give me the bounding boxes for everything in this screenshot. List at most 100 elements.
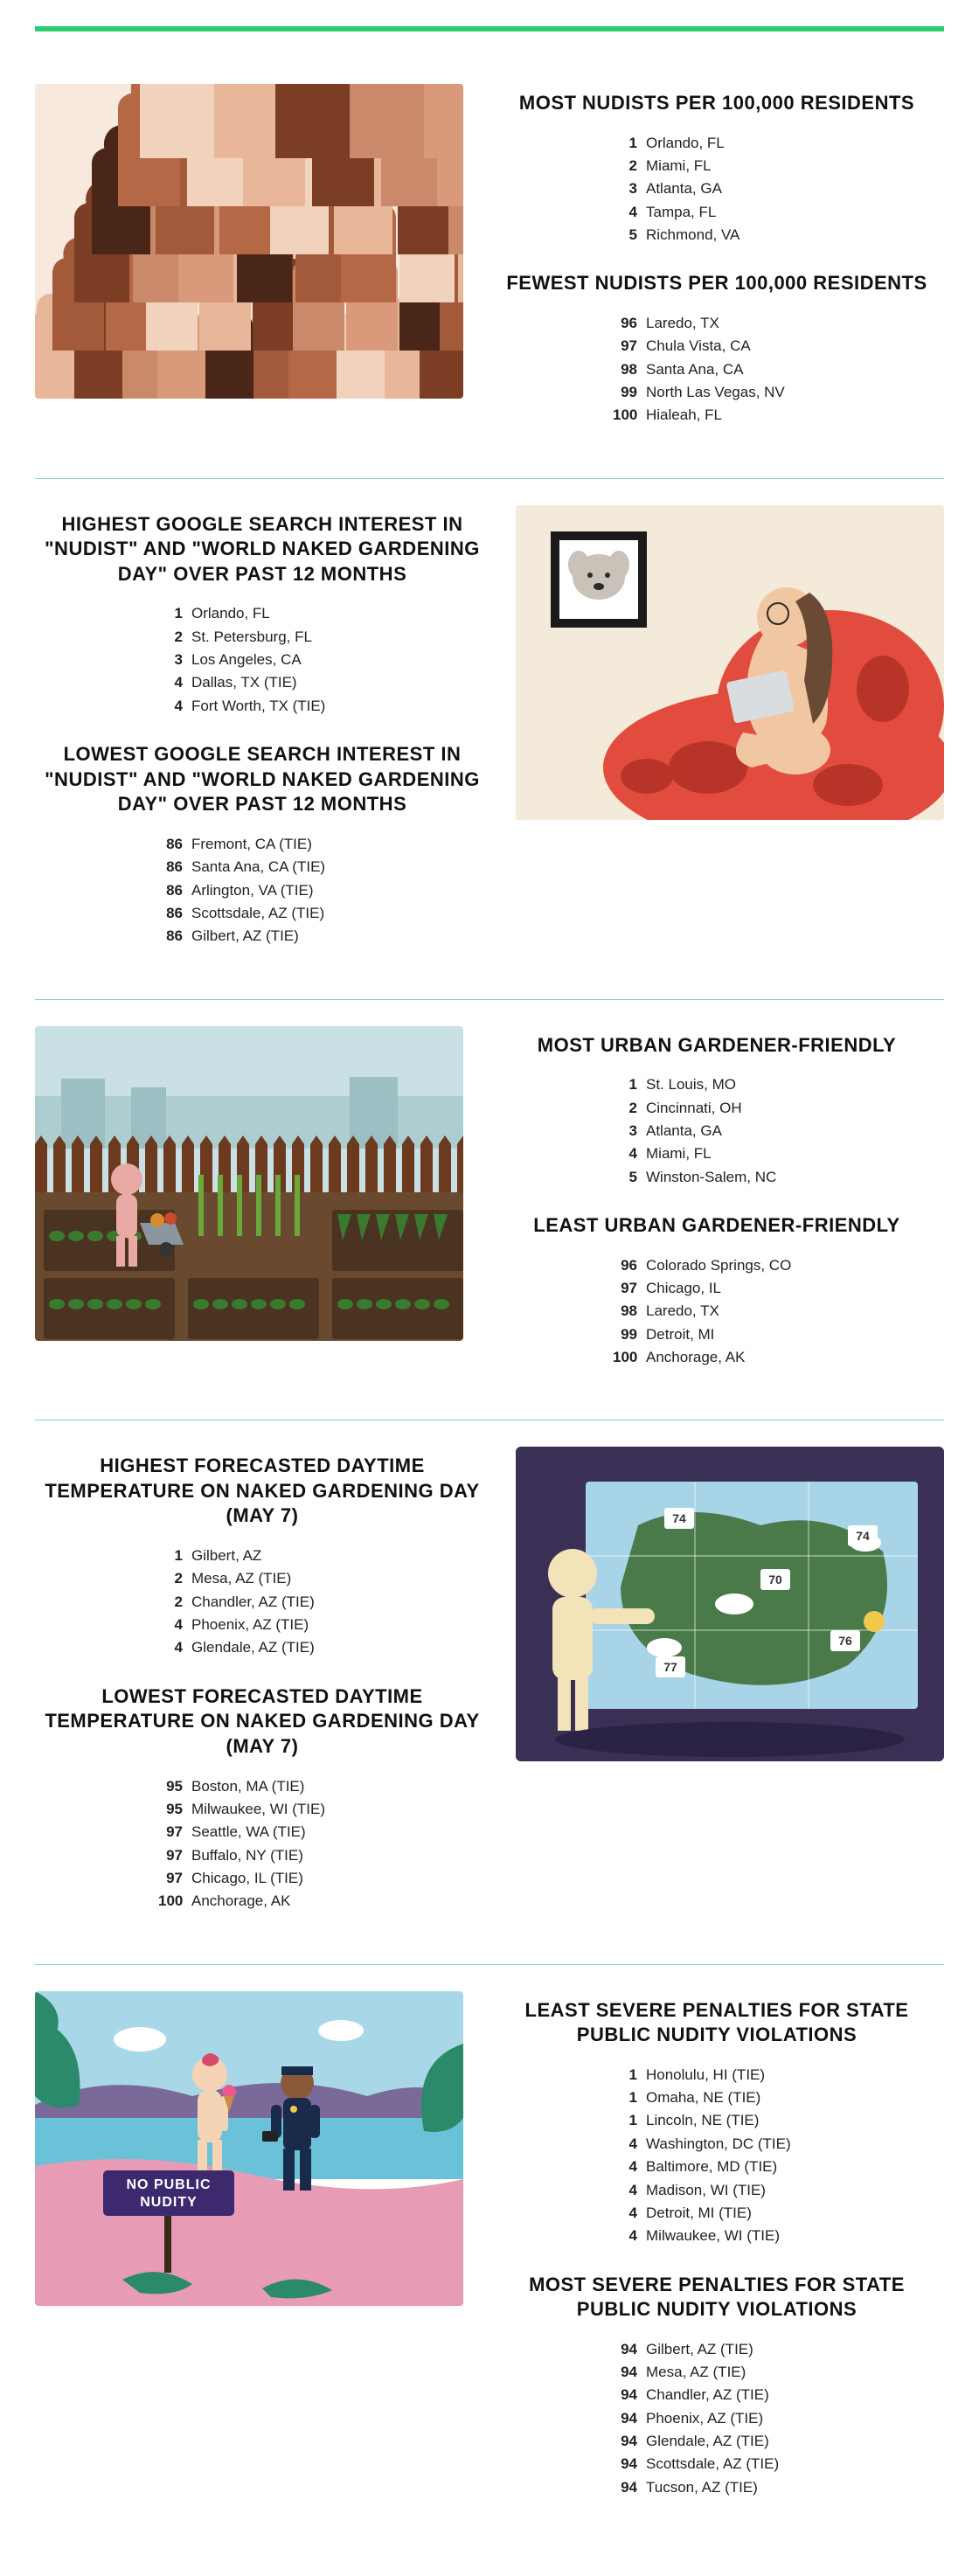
rank-number: 1 xyxy=(613,2109,646,2132)
rank-item: 97Chicago, IL (TIE) xyxy=(35,1867,490,1890)
rank-number: 4 xyxy=(158,1636,191,1659)
rank-city: Colorado Springs, CO xyxy=(646,1254,821,1277)
rank-city: Atlanta, GA xyxy=(646,1120,821,1142)
block-heading: LEAST SEVERE PENALTIES FOR STATE PUBLIC … xyxy=(490,1998,944,2048)
rank-number: 5 xyxy=(613,224,646,246)
section-gardener: MOST URBAN GARDENER-FRIENDLY1St. Louis, … xyxy=(35,999,944,1420)
rank-number: 2 xyxy=(158,626,191,649)
rank-item: 5Winston-Salem, NC xyxy=(490,1166,944,1189)
rank-item: 1Orlando, FL xyxy=(490,132,944,155)
rank-item: 86Fremont, CA (TIE) xyxy=(35,833,490,856)
rank-city: Richmond, VA xyxy=(646,224,821,246)
rank-item: 95Boston, MA (TIE) xyxy=(35,1775,490,1798)
rank-city: Chula Vista, CA xyxy=(646,335,821,358)
block-heading: HIGHEST GOOGLE SEARCH INTEREST IN "NUDIS… xyxy=(35,512,490,587)
rank-number: 1 xyxy=(613,132,646,155)
rank-number: 100 xyxy=(613,404,646,427)
rank-number: 5 xyxy=(613,1166,646,1189)
rank-number: 98 xyxy=(613,1300,646,1323)
rank-city: Glendale, AZ (TIE) xyxy=(191,1636,366,1659)
rank-number: 86 xyxy=(158,856,191,878)
rank-number: 94 xyxy=(613,2453,646,2475)
rank-item: 100Anchorage, AK xyxy=(490,1346,944,1369)
rank-number: 4 xyxy=(158,671,191,694)
rank-item: 97Chula Vista, CA xyxy=(490,335,944,358)
rank-item: 4Milwaukee, WI (TIE) xyxy=(490,2225,944,2247)
rank-city: Chicago, IL xyxy=(646,1277,821,1300)
rank-city: Dallas, TX (TIE) xyxy=(191,671,366,694)
rank-number: 4 xyxy=(613,2133,646,2156)
svg-text:NO PUBLIC: NO PUBLIC xyxy=(127,2177,212,2192)
rank-number: 86 xyxy=(158,833,191,856)
rank-city: Mesa, AZ (TIE) xyxy=(646,2361,821,2384)
rank-city: Omaha, NE (TIE) xyxy=(646,2086,821,2109)
rank-city: Chandler, AZ (TIE) xyxy=(646,2384,821,2406)
rank-city: Cincinnati, OH xyxy=(646,1097,821,1120)
rank-number: 3 xyxy=(613,177,646,200)
rank-number: 94 xyxy=(613,2430,646,2453)
rank-number: 4 xyxy=(613,2179,646,2202)
rank-number: 86 xyxy=(158,879,191,902)
rank-city: Laredo, TX xyxy=(646,312,821,335)
rank-item: 3Atlanta, GA xyxy=(490,1120,944,1142)
rank-city: Boston, MA (TIE) xyxy=(191,1775,366,1798)
block-heading: MOST NUDISTS PER 100,000 RESIDENTS xyxy=(490,91,944,116)
top-rule xyxy=(35,26,944,31)
rank-city: Tampa, FL xyxy=(646,201,821,224)
rank-item: 4Baltimore, MD (TIE) xyxy=(490,2156,944,2178)
rank-city: Gilbert, AZ xyxy=(191,1545,366,1567)
text-column: HIGHEST GOOGLE SEARCH INTEREST IN "NUDIS… xyxy=(35,505,490,973)
rank-number: 1 xyxy=(613,1073,646,1096)
block-heading: LOWEST GOOGLE SEARCH INTEREST IN "NUDIST… xyxy=(35,742,490,817)
text-column: MOST NUDISTS PER 100,000 RESIDENTS 1Orlan… xyxy=(490,84,944,452)
rank-item: 97Chicago, IL xyxy=(490,1277,944,1300)
rank-city: Milwaukee, WI (TIE) xyxy=(646,2225,821,2247)
rank-city: Anchorage, AK xyxy=(646,1346,821,1369)
rank-city: Chandler, AZ (TIE) xyxy=(191,1591,366,1614)
rank-list: 1St. Louis, MO2Cincinnati, OH3Atlanta, G… xyxy=(490,1073,944,1189)
block-heading: LEAST URBAN GARDENER-FRIENDLY xyxy=(490,1213,944,1239)
rank-number: 3 xyxy=(613,1120,646,1142)
rank-number: 4 xyxy=(158,695,191,718)
rank-number: 4 xyxy=(613,2156,646,2178)
rank-city: Orlando, FL xyxy=(646,132,821,155)
rank-number: 4 xyxy=(158,1614,191,1636)
rank-number: 99 xyxy=(613,1323,646,1346)
rank-number: 4 xyxy=(613,2225,646,2247)
rank-item: 1Omaha, NE (TIE) xyxy=(490,2086,944,2109)
svg-text:70: 70 xyxy=(768,1573,782,1587)
rank-item: 5Richmond, VA xyxy=(490,224,944,246)
rank-city: Glendale, AZ (TIE) xyxy=(646,2430,821,2453)
rank-item: 1Lincoln, NE (TIE) xyxy=(490,2109,944,2132)
rank-item: 100Anchorage, AK xyxy=(35,1890,490,1913)
rank-number: 94 xyxy=(613,2476,646,2499)
rank-number: 4 xyxy=(613,1142,646,1165)
rank-city: St. Louis, MO xyxy=(646,1073,821,1096)
svg-text:74: 74 xyxy=(672,1511,686,1525)
rank-city: Fort Worth, TX (TIE) xyxy=(191,695,366,718)
rank-list: 1Orlando, FL2Miami, FL3Atlanta, GA4Tampa… xyxy=(490,132,944,247)
rank-number: 97 xyxy=(158,1867,191,1890)
rank-city: Miami, FL xyxy=(646,155,821,177)
rank-city: Buffalo, NY (TIE) xyxy=(191,1844,366,1867)
rank-item: 98Laredo, TX xyxy=(490,1300,944,1323)
rank-item: 2Miami, FL xyxy=(490,155,944,177)
rank-item: 99North Las Vegas, NV xyxy=(490,381,944,404)
rank-number: 94 xyxy=(613,2338,646,2361)
rank-number: 99 xyxy=(613,381,646,404)
rank-item: 2Cincinnati, OH xyxy=(490,1097,944,1120)
rank-city: Atlanta, GA xyxy=(646,177,821,200)
rank-city: North Las Vegas, NV xyxy=(646,381,821,404)
rank-item: 4Fort Worth, TX (TIE) xyxy=(35,695,490,718)
rank-number: 100 xyxy=(613,1346,646,1369)
svg-text:NUDITY: NUDITY xyxy=(140,2195,198,2210)
rank-number: 1 xyxy=(613,2064,646,2086)
rank-item: 2Chandler, AZ (TIE) xyxy=(35,1591,490,1614)
rank-number: 97 xyxy=(158,1844,191,1867)
rank-item: 97Seattle, WA (TIE) xyxy=(35,1821,490,1843)
text-column: HIGHEST FORECASTED DAYTIME TEMPERATURE O… xyxy=(35,1447,490,1937)
rank-number: 3 xyxy=(158,649,191,671)
rank-city: Tucson, AZ (TIE) xyxy=(646,2476,821,2499)
rank-item: 94Mesa, AZ (TIE) xyxy=(490,2361,944,2384)
rank-city: Anchorage, AK xyxy=(191,1890,366,1913)
